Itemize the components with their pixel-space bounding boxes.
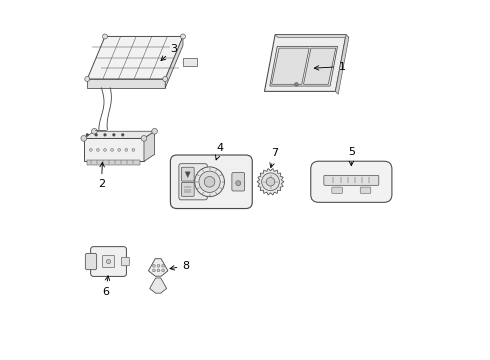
Text: 6: 6	[102, 276, 110, 297]
Circle shape	[85, 77, 90, 81]
Polygon shape	[271, 48, 309, 84]
FancyBboxPatch shape	[332, 187, 343, 193]
Circle shape	[157, 264, 160, 267]
Polygon shape	[270, 46, 338, 86]
Polygon shape	[84, 131, 155, 138]
Circle shape	[111, 148, 114, 151]
Polygon shape	[165, 36, 183, 88]
Polygon shape	[84, 138, 144, 161]
FancyBboxPatch shape	[122, 257, 129, 266]
Text: 2: 2	[98, 162, 105, 189]
Circle shape	[294, 82, 298, 86]
Circle shape	[103, 134, 106, 136]
Text: 7: 7	[270, 148, 278, 167]
Polygon shape	[148, 259, 168, 276]
FancyBboxPatch shape	[179, 164, 207, 200]
FancyBboxPatch shape	[102, 256, 115, 267]
Text: 1: 1	[314, 62, 346, 72]
Polygon shape	[149, 278, 167, 293]
Text: 5: 5	[348, 147, 355, 166]
Circle shape	[152, 269, 155, 272]
Polygon shape	[275, 35, 349, 37]
Circle shape	[262, 173, 279, 191]
Circle shape	[266, 177, 275, 186]
Polygon shape	[257, 168, 284, 195]
Circle shape	[132, 148, 135, 151]
Text: 4: 4	[216, 143, 224, 160]
Polygon shape	[265, 35, 346, 91]
Circle shape	[112, 134, 115, 136]
Circle shape	[103, 148, 106, 151]
Polygon shape	[144, 131, 155, 161]
FancyBboxPatch shape	[181, 183, 194, 196]
Circle shape	[106, 260, 111, 264]
Circle shape	[141, 135, 147, 141]
Circle shape	[180, 34, 185, 39]
FancyBboxPatch shape	[181, 167, 194, 181]
Text: 8: 8	[170, 261, 190, 271]
Polygon shape	[335, 35, 349, 94]
FancyBboxPatch shape	[85, 253, 97, 270]
FancyBboxPatch shape	[91, 247, 126, 276]
FancyBboxPatch shape	[324, 175, 379, 185]
FancyBboxPatch shape	[311, 161, 392, 202]
Circle shape	[102, 34, 107, 39]
Text: 3: 3	[161, 44, 177, 60]
Polygon shape	[87, 159, 141, 165]
Circle shape	[195, 167, 224, 197]
Circle shape	[81, 135, 87, 141]
Circle shape	[204, 176, 215, 187]
Circle shape	[97, 148, 99, 151]
Circle shape	[89, 148, 92, 151]
FancyBboxPatch shape	[232, 172, 245, 191]
Circle shape	[118, 148, 121, 151]
FancyBboxPatch shape	[171, 155, 252, 208]
Circle shape	[199, 171, 220, 192]
Circle shape	[86, 134, 89, 136]
Polygon shape	[303, 48, 336, 84]
Circle shape	[152, 264, 155, 267]
Circle shape	[122, 134, 124, 136]
Circle shape	[157, 269, 160, 272]
Circle shape	[92, 129, 97, 134]
Circle shape	[95, 134, 98, 136]
Polygon shape	[87, 36, 183, 79]
Circle shape	[125, 148, 128, 151]
Circle shape	[163, 77, 168, 81]
Circle shape	[152, 129, 157, 134]
Circle shape	[236, 181, 241, 186]
Circle shape	[162, 269, 165, 272]
Circle shape	[162, 264, 165, 267]
Polygon shape	[183, 58, 197, 66]
FancyBboxPatch shape	[360, 187, 371, 193]
Polygon shape	[185, 172, 190, 177]
Polygon shape	[87, 79, 165, 88]
